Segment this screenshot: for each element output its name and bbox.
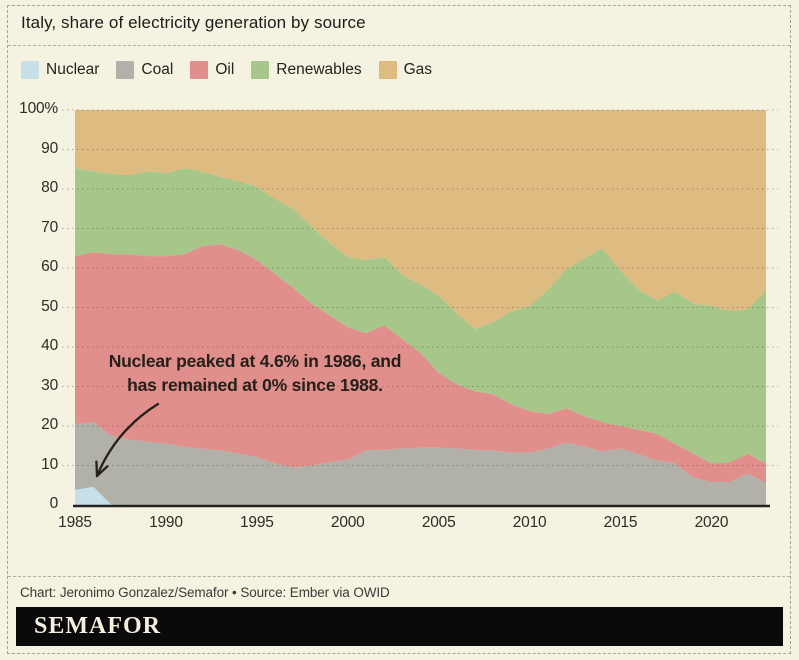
area-coal bbox=[75, 422, 766, 505]
annotation-line-2: has remained at 0% since 1988. bbox=[127, 375, 383, 395]
x-tick-1985: 1985 bbox=[58, 514, 92, 531]
x-tick-2005: 2005 bbox=[421, 514, 456, 531]
y-tick-10: 10 bbox=[41, 455, 58, 473]
legend-item-coal: Coal bbox=[116, 61, 173, 79]
legend-swatch-nuclear bbox=[21, 61, 39, 79]
area-gas bbox=[75, 110, 766, 330]
x-tick-2015: 2015 bbox=[603, 514, 638, 531]
legend-swatch-oil bbox=[190, 61, 209, 79]
legend-label-coal: Coal bbox=[141, 61, 174, 78]
title-divider bbox=[8, 45, 790, 46]
legend: Nuclear Coal Oil Renewables Gas bbox=[21, 61, 449, 79]
nuclear-annotation: Nuclear peaked at 4.6% in 1986, and has … bbox=[80, 349, 430, 397]
annotation-arrowhead bbox=[95, 460, 109, 478]
area-oil bbox=[75, 244, 766, 484]
y-tick-20: 20 bbox=[41, 416, 58, 433]
y-tick-50: 50 bbox=[41, 297, 58, 315]
legend-swatch-renewables bbox=[251, 61, 270, 79]
x-tick-1990: 1990 bbox=[149, 514, 183, 531]
credits-divider bbox=[8, 576, 790, 577]
y-tick-80: 80 bbox=[41, 179, 58, 196]
page-title: Italy, share of electricity generation b… bbox=[21, 13, 366, 32]
legend-swatch-coal bbox=[116, 61, 135, 79]
y-tick-60: 60 bbox=[41, 258, 58, 275]
annotation-line-1: Nuclear peaked at 4.6% in 1986, and bbox=[108, 351, 402, 371]
logo-bar: SEMAFOR bbox=[16, 607, 783, 646]
y-tick-100: 100% bbox=[19, 100, 58, 117]
legend-swatch-gas bbox=[378, 61, 397, 79]
semafor-wordmark: SEMAFOR bbox=[34, 613, 161, 639]
x-tick-2020: 2020 bbox=[694, 514, 729, 531]
x-tick-1995: 1995 bbox=[239, 514, 274, 531]
legend-item-renewables: Renewables bbox=[251, 61, 362, 79]
y-tick-0: 0 bbox=[49, 495, 59, 512]
legend-item-oil: Oil bbox=[190, 61, 234, 79]
y-tick-70: 70 bbox=[41, 218, 58, 236]
legend-label-oil: Oil bbox=[215, 61, 235, 78]
y-tick-40: 40 bbox=[41, 337, 58, 354]
legend-label-renewables: Renewables bbox=[276, 61, 362, 78]
area-renewables bbox=[75, 168, 766, 464]
credits-line: Chart: Jeronimo Gonzalez/Semafor • Sourc… bbox=[20, 585, 390, 600]
legend-label-gas: Gas bbox=[403, 61, 433, 78]
x-tick-2010: 2010 bbox=[512, 514, 547, 531]
legend-label-nuclear: Nuclear bbox=[46, 61, 100, 78]
legend-item-nuclear: Nuclear bbox=[21, 61, 99, 79]
y-tick-30: 30 bbox=[41, 376, 58, 394]
annotation-arrow bbox=[95, 402, 160, 478]
y-tick-90: 90 bbox=[41, 139, 58, 157]
x-tick-2000: 2000 bbox=[330, 514, 365, 531]
stacked-area-chart bbox=[62, 109, 778, 508]
legend-item-gas: Gas bbox=[378, 61, 433, 79]
